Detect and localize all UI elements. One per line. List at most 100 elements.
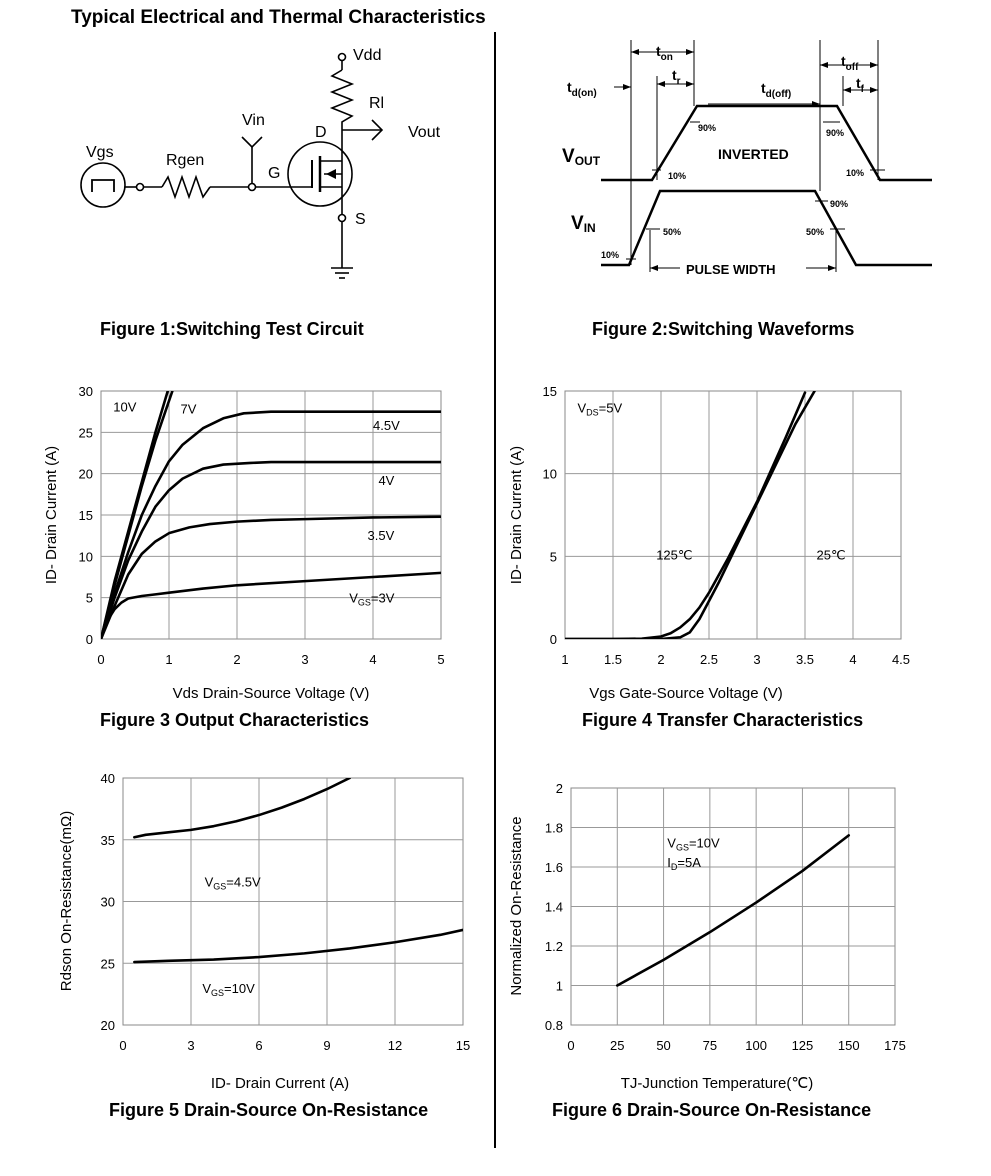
label-vgs: Vgs — [86, 144, 114, 161]
fig3-xtick-label: 3 — [301, 652, 308, 667]
fig3-annotation: 4V — [378, 473, 394, 488]
fig3-ytick-label: 30 — [79, 384, 93, 399]
fig6-series-0 — [615, 834, 851, 987]
fig4-xtick-label: 2 — [657, 652, 664, 667]
fig4-caption: Figure 4 Transfer Characteristics — [582, 710, 863, 730]
fig3-xtick-label: 0 — [97, 652, 104, 667]
fig6-xlabel: TJ-Junction Temperature(℃) — [621, 1075, 813, 1092]
fig5-series-1 — [133, 928, 463, 964]
fig4-ytick-label: 15 — [543, 384, 557, 399]
fig4-ytick-label: 10 — [543, 467, 557, 482]
fig6-xtick-label: 50 — [656, 1038, 670, 1053]
fig5-xtick-label: 15 — [456, 1038, 470, 1053]
fig3-ylabel: ID- Drain Current (A) — [43, 446, 60, 584]
fig4-annotation: 125℃ — [656, 548, 692, 563]
fig5-ytick-label: 35 — [101, 833, 115, 848]
fig5-caption: Figure 5 Drain-Source On-Resistance — [109, 1100, 428, 1120]
fig4-xtick-label: 4.5 — [892, 652, 910, 667]
fig3-annotation: 3.5V — [368, 528, 395, 543]
pct-50-fall: 50% — [806, 227, 824, 237]
fig6-ytick-label: 2 — [556, 781, 563, 796]
fig4-series-1 — [565, 391, 816, 639]
vgs-source-symbol — [80, 162, 126, 208]
fig6-xtick-label: 0 — [567, 1038, 574, 1053]
fig4-ytick-label: 0 — [550, 632, 557, 647]
inverted-label: INVERTED — [718, 146, 789, 162]
fig5-series-0 — [133, 778, 351, 839]
fig6-chart: 0 25 50 75 100 125 150 175 0.8 1 1.2 1.4 1.6 1.8 2 VGS=… — [508, 781, 906, 1120]
fig5-xtick-label: 12 — [388, 1038, 402, 1053]
fig6-ytick-label: 1.8 — [545, 821, 563, 836]
label-vdd: Vdd — [353, 47, 381, 64]
label-rl: Rl — [369, 95, 384, 112]
fig3-xtick-label: 1 — [165, 652, 172, 667]
fig6-ytick-label: 0.8 — [545, 1018, 563, 1033]
fig3-xtick-label: 4 — [369, 652, 376, 667]
fig3-xlabel: Vds Drain-Source Voltage (V) — [173, 685, 370, 702]
fig3-series-5 — [101, 571, 441, 639]
toff-label: t — [841, 53, 846, 69]
vout-label: V — [562, 146, 575, 167]
fig3-series-1 — [101, 391, 174, 639]
fig4-annotation: VDS=5V — [577, 400, 622, 417]
fig6-xtick-label: 150 — [838, 1038, 860, 1053]
label-s: S — [355, 211, 366, 228]
vout-sub: OUT — [575, 154, 601, 168]
vout-waveform — [601, 104, 932, 182]
fig6-ytick-label: 1.2 — [545, 939, 563, 954]
toff-sub: off — [846, 62, 859, 73]
fig5-ylabel: Rdson On-Resistance(mΩ) — [58, 811, 75, 991]
fig5-xlabel: ID- Drain Current (A) — [211, 1075, 349, 1092]
fig4-chart: 1 1.5 2 2.5 3 3.5 4 4.5 0 5 10 15 VDS=5V 125℃ 25℃ Vgs G… — [508, 384, 910, 730]
fig6-xtick-label: 175 — [884, 1038, 906, 1053]
rgen-resistor — [161, 174, 211, 200]
fig3-ytick-label: 20 — [79, 467, 93, 482]
pct-10-fall: 10% — [846, 168, 864, 178]
fig3-series-4 — [101, 515, 441, 639]
fig5-chart: 0 3 6 9 12 15 20 25 30 35 40 VGS=4.5V VGS=10V ID- Dra… — [58, 771, 470, 1120]
tf-sub: f — [861, 84, 865, 95]
fig5-xtick-label: 0 — [119, 1038, 126, 1053]
fig3-ytick-label: 15 — [79, 508, 93, 523]
mosfet-symbol — [287, 141, 353, 207]
fig5-xtick-label: 3 — [187, 1038, 194, 1053]
svg-text:toff: toff — [841, 53, 859, 73]
fig6-ylabel: Normalized On-Resistance — [508, 816, 525, 995]
figure1-caption: Figure 1:Switching Test Circuit — [100, 319, 364, 339]
rl-resistor — [329, 69, 355, 136]
ton-label: t — [656, 43, 661, 59]
label-g: G — [268, 165, 280, 182]
tdoff-sub: d(off) — [766, 89, 792, 100]
fig4-xtick-label: 3.5 — [796, 652, 814, 667]
svg-text:ton: ton — [656, 43, 673, 63]
fig6-xtick-label: 100 — [745, 1038, 767, 1053]
tdon-label: t — [567, 79, 572, 95]
label-rgen: Rgen — [166, 152, 204, 169]
fig3-ytick-label: 25 — [79, 425, 93, 440]
fig3-series-2 — [101, 410, 441, 639]
svg-text:td(on): td(on) — [567, 79, 597, 99]
fig3-annotation: 10V — [113, 400, 136, 415]
fig3-annotation: VGS=3V — [349, 591, 395, 608]
fig3-ytick-label: 5 — [86, 591, 93, 606]
ton-sub: on — [661, 52, 673, 63]
pct-90-vin: 90% — [830, 199, 848, 209]
fig3-annotation: 4.5V — [373, 418, 400, 433]
label-d: D — [315, 124, 327, 141]
vin-label: V — [571, 213, 584, 234]
fig4-xtick-label: 4 — [849, 652, 856, 667]
fig4-xtick-label: 2.5 — [700, 652, 718, 667]
fig5-xtick-label: 9 — [323, 1038, 330, 1053]
fig4-xlabel: Vgs Gate-Source Voltage (V) — [589, 685, 782, 702]
fig3-ytick-label: 0 — [86, 632, 93, 647]
fig5-annotation: VGS=10V — [202, 981, 255, 998]
figure2-caption: Figure 2:Switching Waveforms — [592, 319, 854, 339]
fig6-ytick-label: 1.6 — [545, 860, 563, 875]
fig5-annotation: VGS=4.5V — [205, 875, 261, 892]
label-vin: Vin — [242, 112, 265, 129]
fig5-ytick-label: 30 — [101, 895, 115, 910]
fig4-xtick-label: 1.5 — [604, 652, 622, 667]
